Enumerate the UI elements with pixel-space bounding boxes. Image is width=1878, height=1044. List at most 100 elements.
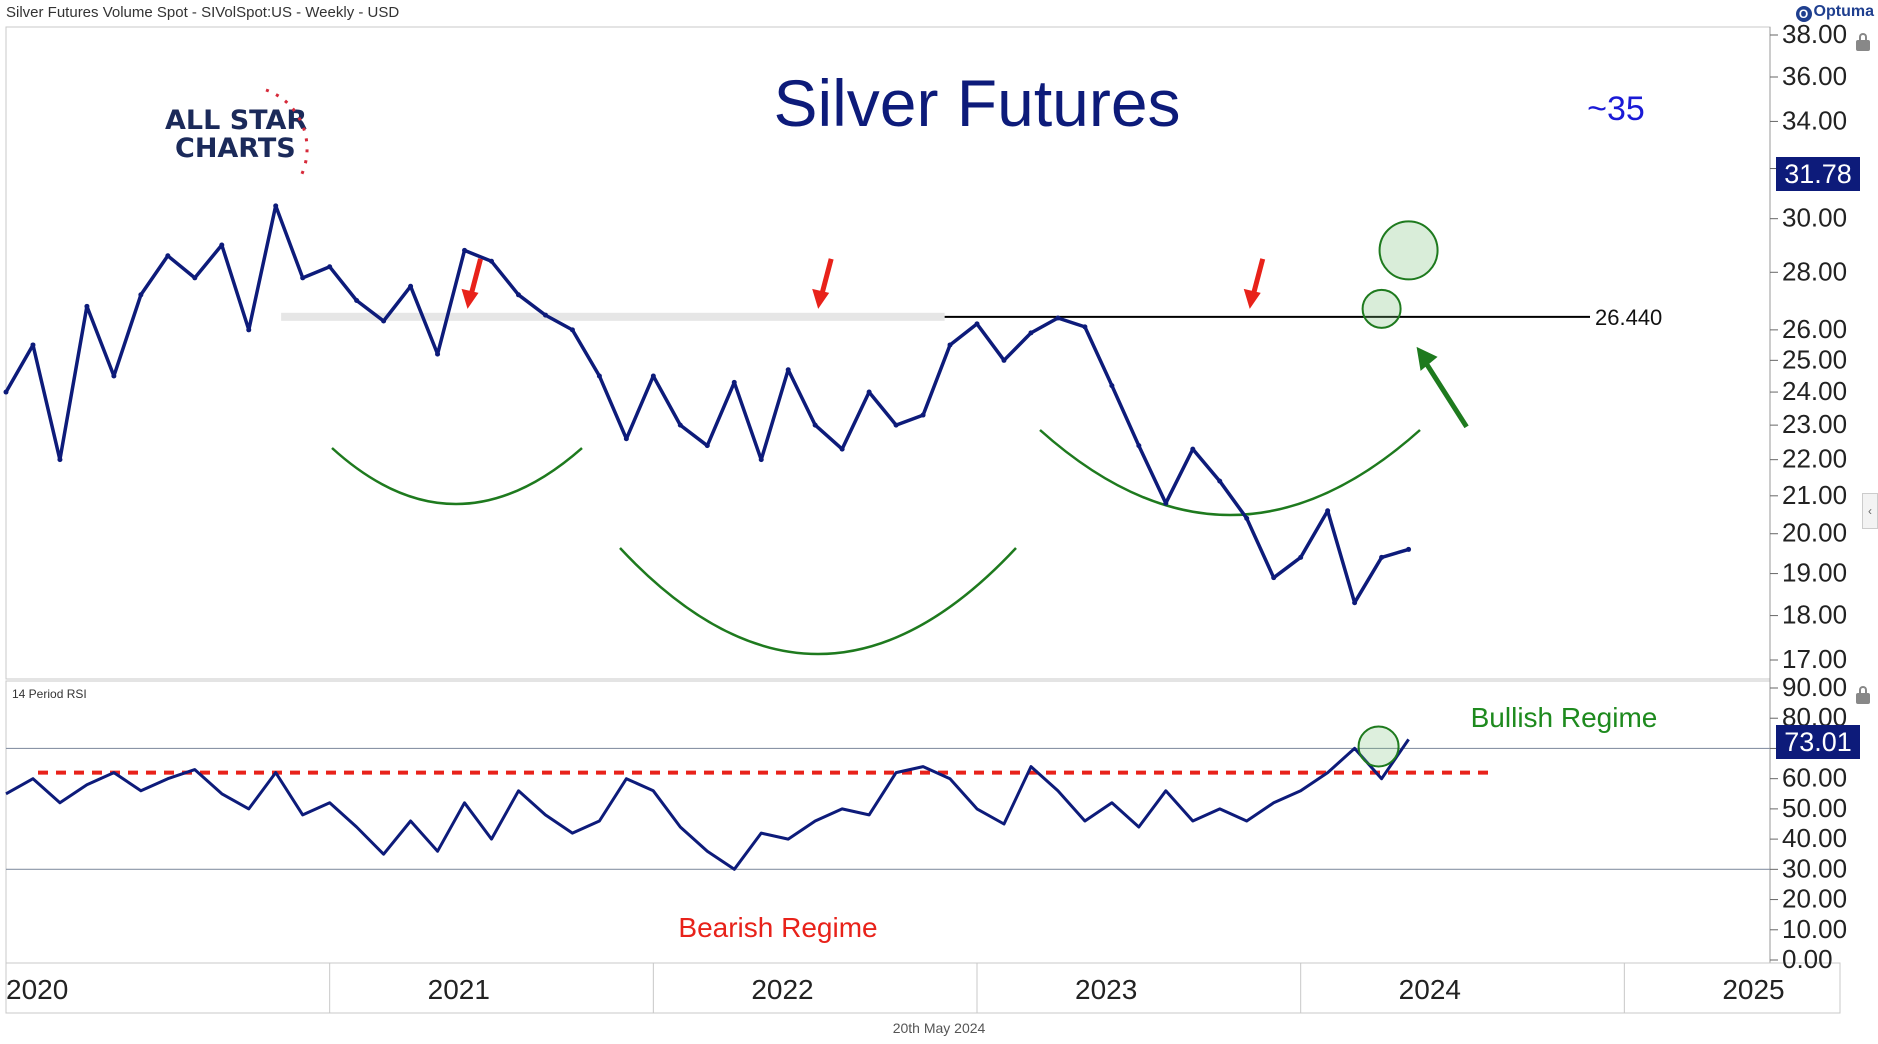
price-point	[893, 422, 899, 428]
x-axis-frame	[5, 962, 1841, 1014]
price-point	[246, 327, 252, 333]
logo-line1: ALL STAR	[165, 105, 307, 136]
price-point	[1244, 515, 1250, 521]
footer-date: 20th May 2024	[892, 1020, 986, 1036]
middle-base-arc	[619, 547, 1017, 656]
rsi-y-tick-label: 50.00	[1782, 793, 1847, 823]
breakout-circle	[1378, 220, 1439, 281]
price-point	[866, 389, 872, 395]
price-point	[1136, 443, 1142, 449]
price-point	[273, 203, 279, 209]
price-point	[785, 367, 791, 373]
rsi-y-tick-label: 40.00	[1782, 823, 1847, 853]
price-point	[1379, 554, 1385, 560]
red-arrow-head	[1243, 288, 1261, 309]
price-point	[1352, 600, 1358, 606]
price-point	[435, 351, 441, 357]
price-point	[354, 298, 360, 304]
price-point	[974, 321, 980, 327]
x-tick-label: 2021	[428, 974, 490, 1005]
price-point	[812, 422, 818, 428]
price-y-tick-label: 30.00	[1782, 203, 1847, 233]
chart-header-title: Silver Futures Volume Spot - SIVolSpot:U…	[6, 4, 400, 21]
rsi-y-tick-label: 60.00	[1782, 763, 1847, 793]
rsi-breakout-circle	[1357, 725, 1400, 768]
rsi-y-tick-label: 10.00	[1782, 914, 1847, 944]
x-tick-label: 2023	[1075, 974, 1137, 1005]
resistance-band	[281, 312, 945, 321]
price-point	[947, 342, 953, 348]
chevron-left-icon[interactable]: ‹	[1862, 493, 1878, 529]
price-point	[542, 312, 548, 318]
price-y-tick-label: 18.00	[1782, 600, 1847, 630]
price-y-tick-label: 26.00	[1782, 314, 1847, 344]
last-rsi-badge: 73.01	[1776, 725, 1860, 759]
target-annotation: ~35	[1587, 90, 1645, 128]
rsi-y-tick-label: 30.00	[1782, 853, 1847, 883]
bearish-regime-label: Bearish Regime	[678, 912, 877, 943]
red-arrow-shaft	[1250, 258, 1266, 298]
price-series-line	[4, 204, 1410, 605]
red-arrow	[461, 258, 483, 309]
price-y-tick-label: 19.00	[1782, 558, 1847, 588]
resistance-value-label: 26.440	[1595, 305, 1662, 330]
price-point	[677, 422, 683, 428]
lock-icon[interactable]	[1856, 33, 1870, 51]
price-point	[84, 303, 90, 309]
red-arrow-shaft	[818, 258, 834, 298]
x-tick-label: 2025	[1722, 974, 1784, 1005]
last-price-label: 31.78	[1784, 159, 1852, 189]
price-chart-title: Silver Futures	[773, 66, 1180, 140]
red-arrow-shaft	[468, 258, 483, 298]
price-point	[1082, 324, 1088, 330]
red-arrow-head	[812, 288, 830, 309]
optuma-logo[interactable]: O Optuma	[1795, 3, 1874, 22]
rsi-y-tick-label: 0.00	[1782, 944, 1833, 974]
price-point	[57, 457, 63, 463]
price-layer: 26.440	[3, 203, 1662, 606]
axis-layer: 38.0036.0034.0032.0030.0028.0026.0025.00…	[5, 19, 1847, 1013]
price-point	[569, 327, 575, 333]
lock-icon[interactable]	[1856, 686, 1870, 704]
logo-star-arc	[265, 88, 309, 179]
price-y-tick-label: 28.00	[1782, 256, 1847, 286]
left-base-arc	[331, 447, 583, 506]
price-y-tick-label: 23.00	[1782, 409, 1847, 439]
rsi-layer	[5, 725, 1770, 871]
price-point	[1325, 508, 1331, 514]
price-point	[111, 373, 117, 379]
price-point	[327, 264, 333, 270]
price-point	[165, 253, 171, 259]
price-point	[1109, 383, 1115, 389]
price-y-tick-label: 17.00	[1782, 644, 1847, 674]
rsi-y-tick-label: 90.00	[1782, 672, 1847, 702]
price-point	[30, 342, 36, 348]
price-y-tick-label: 36.00	[1782, 61, 1847, 91]
price-y-tick-label: 20.00	[1782, 518, 1847, 548]
price-y-tick-label: 34.00	[1782, 105, 1847, 135]
price-y-tick-label: 21.00	[1782, 480, 1847, 510]
x-tick-label: 2024	[1399, 974, 1461, 1005]
price-point	[1001, 357, 1007, 363]
red-arrow-head	[461, 288, 479, 309]
price-point	[381, 318, 387, 324]
price-point	[731, 379, 737, 385]
x-tick-label: 2022	[751, 974, 813, 1005]
price-point	[408, 283, 414, 289]
price-point	[596, 373, 602, 379]
red-arrow	[812, 258, 834, 309]
price-point	[1217, 478, 1223, 484]
price-point	[219, 242, 225, 248]
green-arrow-shaft	[1422, 359, 1469, 429]
rsi-y-tick-label: 20.00	[1782, 884, 1847, 914]
price-point	[300, 275, 306, 281]
retest-circle	[1361, 288, 1402, 329]
price-y-tick-label: 24.00	[1782, 376, 1847, 406]
red-arrow	[1243, 258, 1266, 309]
price-point	[1271, 575, 1277, 581]
price-point	[489, 258, 495, 264]
price-point	[1055, 315, 1061, 321]
price-point	[192, 275, 198, 281]
price-point	[920, 412, 926, 418]
